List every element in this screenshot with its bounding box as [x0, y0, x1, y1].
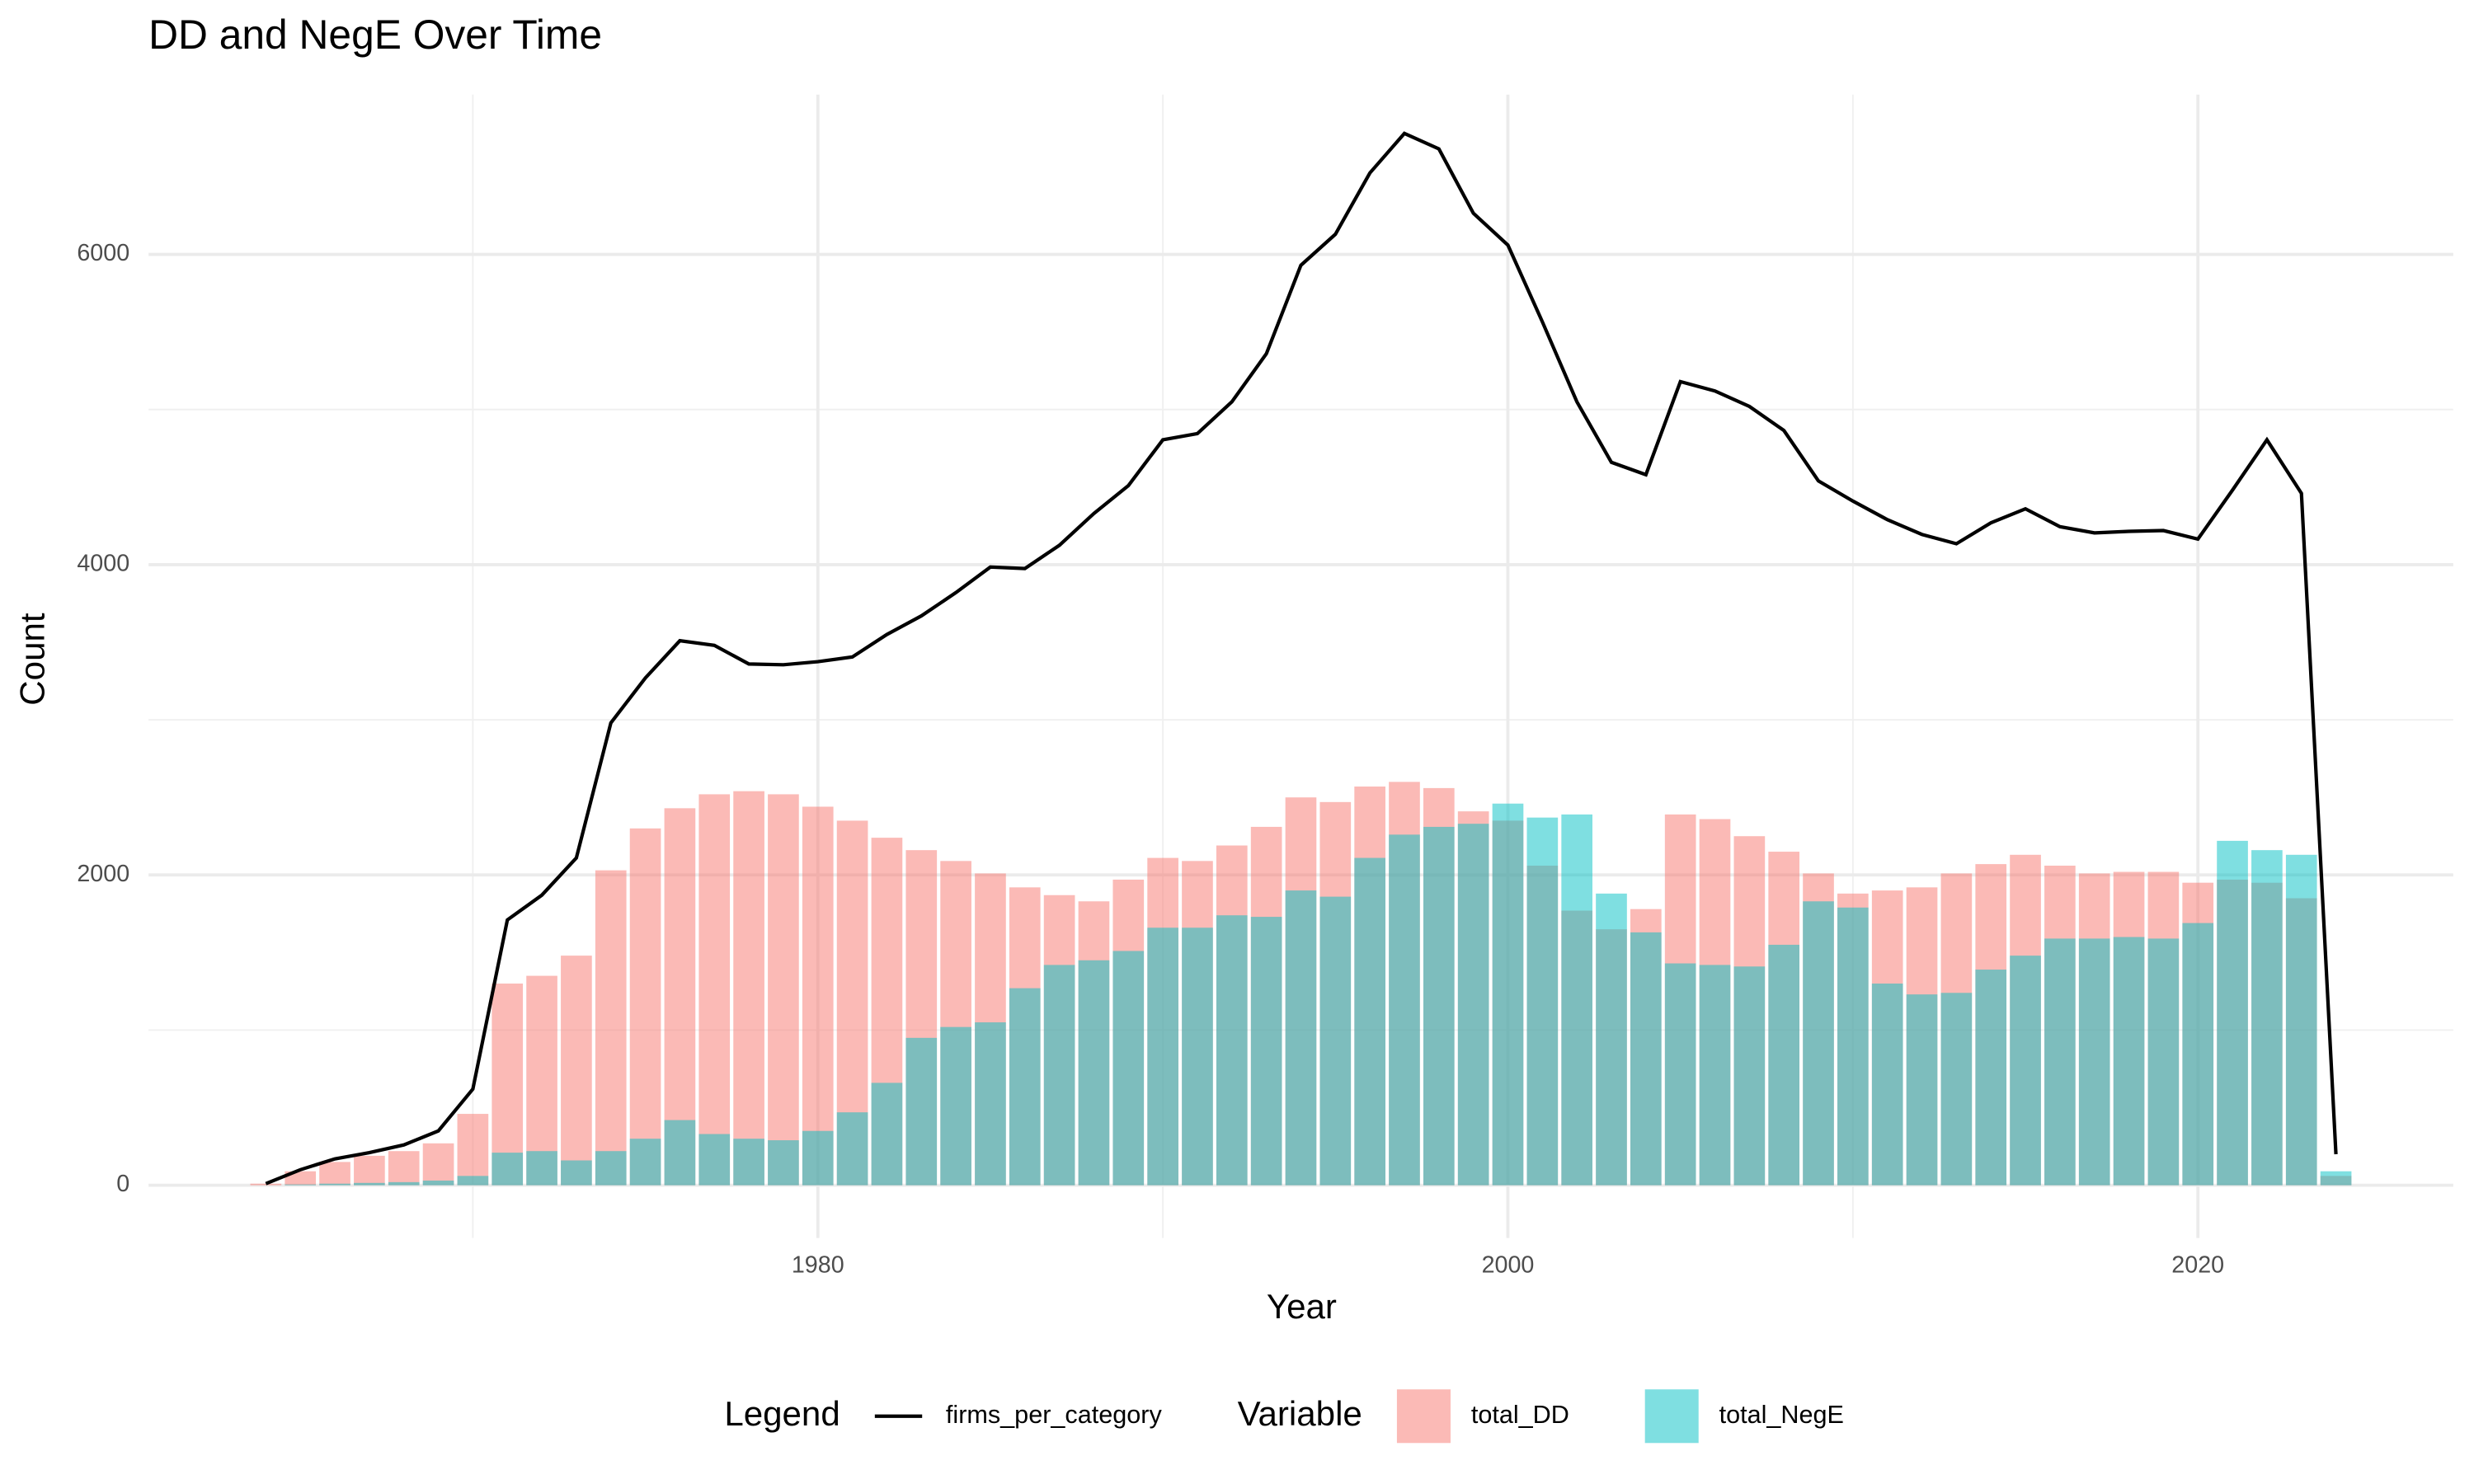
bar: [2044, 938, 2076, 1186]
bar: [2217, 840, 2248, 1186]
bar: [1250, 917, 1282, 1186]
bar: [629, 1139, 661, 1186]
bar: [1630, 932, 1662, 1186]
bar: [2182, 923, 2214, 1186]
bar: [526, 1151, 557, 1186]
x-tick-label: 2020: [2171, 1252, 2224, 1279]
bar: [1043, 965, 1075, 1186]
bar: [698, 1134, 731, 1186]
bar: [285, 1171, 317, 1186]
bar: [250, 1183, 282, 1186]
bar: [1871, 983, 1903, 1186]
bar: [1285, 890, 1317, 1186]
legend-label: total_NegE: [1719, 1401, 1844, 1429]
line: [265, 131, 2338, 1186]
bar: [802, 1130, 834, 1186]
bar: [1078, 960, 1110, 1186]
bar: [2113, 937, 2145, 1186]
bar: [2285, 854, 2317, 1186]
bar: [802, 806, 834, 1186]
bar: [1147, 928, 1178, 1186]
legend-label: total_DD: [1471, 1401, 1569, 1429]
bar: [354, 1182, 385, 1186]
x-axis-label: Year: [1267, 1287, 1337, 1326]
legend-label: firms_per_category: [946, 1401, 1163, 1429]
bar: [561, 956, 592, 1186]
x-tick-label: 2000: [1482, 1252, 1535, 1279]
bar: [1354, 857, 1385, 1186]
bar: [595, 870, 627, 1186]
bar: [561, 1160, 592, 1186]
bar: [1803, 901, 1834, 1186]
bar: [1319, 896, 1352, 1186]
bar: [733, 791, 764, 1186]
y-tick-label: 0: [116, 1171, 129, 1197]
bar: [526, 975, 557, 1186]
y-tick-label: 2000: [77, 861, 129, 887]
bar: [664, 1120, 696, 1186]
bar: [1423, 826, 1455, 1186]
x-tick-label: 1980: [792, 1252, 844, 1279]
y-tick-label: 6000: [77, 240, 129, 266]
bar: [2078, 938, 2110, 1186]
bar: [1561, 814, 1592, 1186]
bar: [1768, 944, 1800, 1186]
bar: [1182, 928, 1213, 1186]
bar: [733, 1139, 764, 1186]
y-tick-label: 4000: [77, 551, 129, 577]
bar: [492, 983, 524, 1186]
bar: [2320, 1171, 2352, 1186]
bar: [2010, 956, 2041, 1186]
bar: [1526, 817, 1559, 1186]
bar: [1216, 915, 1248, 1186]
bar: [1837, 907, 1869, 1186]
bar: [768, 1140, 799, 1186]
y-axis-label: Count: [13, 613, 52, 706]
legend-swatch: [1396, 1389, 1451, 1444]
bar: [457, 1114, 489, 1186]
bar: [1733, 966, 1766, 1186]
bar: [1596, 893, 1627, 1186]
bar: [492, 1153, 524, 1186]
bar: [1389, 834, 1420, 1186]
bar: [940, 1026, 971, 1186]
bar: [388, 1181, 420, 1186]
legend-title: Legend: [724, 1394, 840, 1433]
bar: [1940, 993, 1973, 1186]
bar: [388, 1151, 420, 1186]
legend-title: Variable: [1238, 1394, 1362, 1433]
bar: [595, 1151, 627, 1186]
legend-swatch: [1644, 1389, 1699, 1444]
bar: [457, 1176, 489, 1186]
bar: [768, 794, 799, 1186]
bar: [871, 1082, 903, 1186]
bar: [1699, 965, 1731, 1186]
bar: [2251, 850, 2283, 1186]
bar: [1457, 824, 1489, 1186]
bar: [285, 1184, 317, 1186]
bar: [1906, 994, 1938, 1186]
bar: [1112, 951, 1145, 1186]
bar: [1009, 988, 1041, 1186]
bar: [354, 1155, 385, 1186]
bar: [1975, 970, 2007, 1186]
bar: [422, 1180, 454, 1186]
bar: [975, 1022, 1006, 1186]
bar: [319, 1162, 350, 1186]
bar: [1664, 963, 1696, 1186]
bar: [905, 1037, 938, 1186]
bar: [836, 1112, 868, 1186]
chart-title: DD and NegE Over Time: [148, 12, 602, 58]
bar: [698, 794, 731, 1186]
bar: [319, 1183, 350, 1186]
bar: [629, 828, 661, 1186]
bar: [2147, 938, 2180, 1186]
bar: [1492, 803, 1524, 1186]
bar: [422, 1143, 454, 1186]
